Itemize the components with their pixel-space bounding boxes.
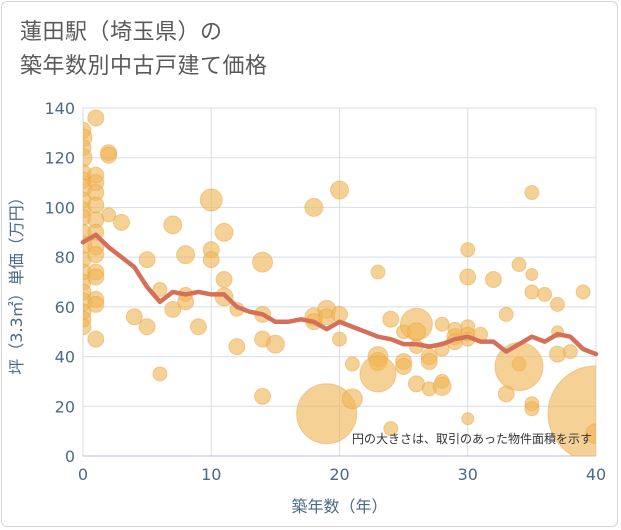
bubble-point xyxy=(125,308,143,326)
bubble-point xyxy=(547,365,596,456)
bubble-point xyxy=(537,286,553,302)
bubble-point xyxy=(341,388,363,410)
bubble-point xyxy=(575,284,591,300)
bubble-point xyxy=(296,383,358,445)
bubble-point xyxy=(383,421,399,437)
bubble-point xyxy=(395,358,413,376)
bubble-point xyxy=(524,401,540,417)
bubble-point xyxy=(189,318,207,336)
bubble-point xyxy=(420,353,438,371)
bubble-point xyxy=(511,257,527,273)
bubble-point xyxy=(112,213,130,231)
bubble-point xyxy=(549,345,567,363)
bubble-point xyxy=(83,148,93,168)
bubble-point xyxy=(332,331,347,347)
bubble-point xyxy=(87,246,105,264)
bubble-point xyxy=(199,188,223,212)
bubble-point xyxy=(87,295,105,313)
bubble-point xyxy=(152,366,168,382)
bubble-point xyxy=(176,245,196,265)
y-tick-label: 100 xyxy=(44,198,75,217)
average-line-series xyxy=(80,232,599,357)
bubble-point xyxy=(460,242,476,258)
bubble-point xyxy=(152,281,168,297)
chart-title-line-1: 蓮田駅（埼玉県）の xyxy=(20,20,223,45)
bubble-point xyxy=(138,251,156,269)
bubble-point xyxy=(330,180,349,200)
bubble-point xyxy=(406,322,426,342)
y-tick-label: 80 xyxy=(55,248,75,267)
y-tick-label: 0 xyxy=(65,447,75,466)
bubble-point xyxy=(370,264,386,280)
bubble-point xyxy=(498,306,514,322)
bubble-point xyxy=(83,318,92,336)
bubble-point xyxy=(344,356,360,372)
bubble-point xyxy=(202,251,220,269)
bubble-point xyxy=(163,215,183,235)
x-axis-label: 築年数（年） xyxy=(291,497,387,516)
bubble-point xyxy=(562,344,578,360)
bubble-point xyxy=(87,268,105,286)
bubble-point xyxy=(87,109,105,127)
y-tick-label: 60 xyxy=(55,298,75,317)
average-price-line xyxy=(80,232,599,357)
bubble-size-note: 円の大きさは、取引のあった物件面積を示す xyxy=(352,431,592,446)
bubble-point xyxy=(434,316,450,332)
bubble-point xyxy=(252,251,274,273)
bubble-point xyxy=(585,423,596,445)
y-tick-label: 20 xyxy=(55,397,75,416)
x-tick-label: 30 xyxy=(458,465,478,484)
y-tick-label: 40 xyxy=(55,348,75,367)
bubble-point xyxy=(550,296,566,312)
x-tick-label: 40 xyxy=(586,465,606,484)
bubble-point xyxy=(304,197,324,217)
bubble-point xyxy=(215,271,233,289)
bubble-series xyxy=(83,109,596,456)
bubble-point xyxy=(214,222,234,242)
bubble-point xyxy=(525,268,539,282)
y-tick-label: 140 xyxy=(44,99,75,118)
x-tick-label: 10 xyxy=(201,465,221,484)
bubble-point xyxy=(138,318,156,336)
bubble-point xyxy=(265,334,285,354)
x-tick-label: 0 xyxy=(78,465,88,484)
chart-title: 蓮田駅（埼玉県）の 築年数別中古戸建て価格 xyxy=(20,16,268,84)
bubble-point xyxy=(87,196,105,214)
bubble-point xyxy=(524,185,540,201)
x-tick-label: 20 xyxy=(329,465,349,484)
bubble-point xyxy=(254,387,272,405)
chart-title-line-2: 築年数別中古戸建て価格 xyxy=(20,54,268,79)
bubble-point xyxy=(101,207,117,223)
bubble-point xyxy=(432,376,452,396)
bubble-point xyxy=(524,284,540,300)
y-tick-label: 120 xyxy=(44,149,75,168)
bubble-point xyxy=(164,300,182,318)
bubble-point xyxy=(228,338,246,356)
y-axis-label: 坪（3.3㎡）単価（万円） xyxy=(7,189,26,374)
bubble-point xyxy=(359,355,397,393)
bubble-point xyxy=(461,412,475,426)
bubble-point xyxy=(382,310,400,328)
bubble-point xyxy=(459,268,477,286)
bubble-point xyxy=(87,330,105,348)
bubble-point xyxy=(484,271,502,289)
bubble-point xyxy=(100,146,118,164)
axis-ticks: 0 20 40 60 80 100 120 140 0 10 20 30 40 xyxy=(44,99,606,484)
